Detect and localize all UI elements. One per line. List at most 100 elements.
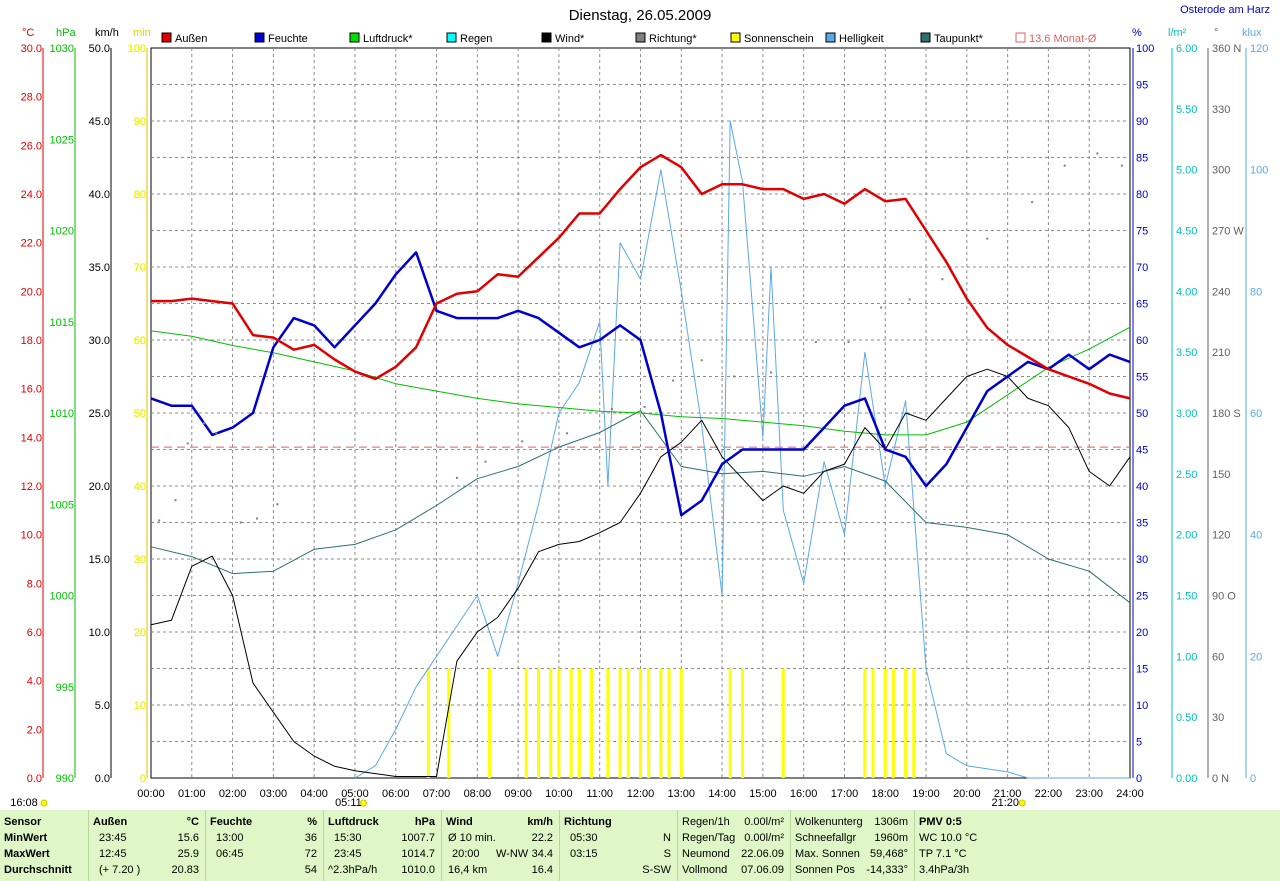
direction-point <box>700 359 703 362</box>
feuchte-max-value: 72 <box>304 848 317 860</box>
regen-tag-value: 0.00l/m² <box>744 832 784 844</box>
axis-unit-direction: ° <box>1214 27 1218 39</box>
legend-swatch-feuchte <box>254 32 265 43</box>
tick-label-pressure: 995 <box>56 682 74 694</box>
tick-label-rain: 6.00 <box>1176 43 1197 55</box>
tick-label-sun: 100 <box>128 43 146 55</box>
legend-label-monat: 13.6 Monat-Ø <box>1029 33 1097 45</box>
pressure-trend-3h: 3.4hPa/3h <box>919 864 970 876</box>
luftdruck-max-time: 23:45 <box>334 848 362 860</box>
x-tick-label: 08:00 <box>464 788 492 800</box>
tick-label-wind: 40.0 <box>89 189 110 201</box>
tick-label-humidity: 15 <box>1136 664 1148 676</box>
tick-label-humidity: 30 <box>1136 554 1148 566</box>
tick-label-direction: 210 <box>1212 347 1230 359</box>
max-sonnen-value: 59,468° <box>869 848 908 860</box>
tick-label-wind: 10.0 <box>89 627 110 639</box>
tick-label-wind: 15.0 <box>89 554 110 566</box>
tick-label-sun: 80 <box>134 189 146 201</box>
aussen-unit: °C <box>186 816 199 828</box>
luftdruck-trend: ^2.3hPa/h <box>328 864 378 876</box>
aussen-min-value: 15.6 <box>177 832 199 844</box>
tick-label-direction: 300 <box>1212 165 1230 177</box>
tick-label-rain: 4.50 <box>1176 226 1197 238</box>
regen-column: Regen/1h 0.00l/m² Regen/Tag 0.00l/m² Neumo… <box>678 810 791 881</box>
richtung-avg-value: S-SW <box>642 864 671 876</box>
pmv-value: PMV 0:5 <box>919 816 962 828</box>
wind-header: Wind <box>446 816 473 828</box>
tick-label-rain: 4.00 <box>1176 286 1197 298</box>
wind-avg-value: 16.4 <box>531 864 553 876</box>
wind-unit: km/h <box>527 816 553 828</box>
tick-label-direction: 270 W <box>1212 226 1244 238</box>
aussen-header: Außen <box>93 816 128 828</box>
tick-label-pressure: 1005 <box>50 499 74 511</box>
day-start-label: 16:08 <box>10 797 38 809</box>
tick-label-temp: 22.0 <box>21 238 42 250</box>
x-tick-label: 20:00 <box>953 788 981 800</box>
feuchte-max-time: 06:45 <box>216 848 244 860</box>
tick-label-direction: 90 O <box>1212 591 1236 603</box>
tick-label-humidity: 85 <box>1136 153 1148 165</box>
weather-chart: Dienstag, 26.05.2009 Außen Feuchte Luftdruc… <box>10 7 1268 809</box>
direction-point <box>215 432 218 435</box>
x-tick-label: 11:00 <box>586 788 613 800</box>
tick-label-temp: 12.0 <box>21 481 42 493</box>
direction-point <box>986 237 989 240</box>
richtung-max-time: 03:15 <box>570 848 598 860</box>
wind-distance: 16,4 km <box>448 864 488 876</box>
tick-label-humidity: 45 <box>1136 445 1148 457</box>
direction-point <box>484 460 487 463</box>
tick-label-light: 60 <box>1250 408 1262 420</box>
direction-point <box>186 442 189 445</box>
neumond-value: 22.06.09 <box>741 848 784 860</box>
x-tick-label: 14:00 <box>708 788 736 800</box>
legend-label-regen: Regen <box>460 33 492 45</box>
tick-label-light: 120 <box>1250 43 1268 55</box>
aussen-avg-note: (+ 7.20 ) <box>99 864 141 876</box>
richtung-header: Richtung <box>564 816 612 828</box>
sensor-header: Sensor <box>4 816 42 828</box>
legend-label-helligkeit: Helligkeit <box>839 33 884 45</box>
luftdruck-avg-value: 1010.0 <box>401 864 435 876</box>
wolkenuntergrenze-label: Wolkenunterg <box>795 816 863 828</box>
tick-label-humidity: 35 <box>1136 518 1148 530</box>
tick-label-humidity: 90 <box>1136 116 1148 128</box>
legend-swatch-monat <box>1015 32 1026 43</box>
tick-label-temp: 10.0 <box>21 530 42 542</box>
wind-max-direction: W-NW <box>496 848 529 860</box>
regen-tag-label: Regen/Tag <box>682 832 736 844</box>
tick-label-rain: 1.00 <box>1176 651 1197 663</box>
tick-label-pressure: 1010 <box>50 408 74 420</box>
tick-label-pressure: 1020 <box>50 226 74 238</box>
tick-label-pressure: 990 <box>56 773 74 785</box>
direction-point <box>880 306 883 309</box>
tick-label-temp: 30.0 <box>21 43 42 55</box>
tick-label-sun: 40 <box>134 481 146 493</box>
feuchte-column: Feuchte% 13:00 36 06:45 72 54 <box>206 810 324 881</box>
tick-label-temp: 0.0 <box>27 773 42 785</box>
tick-label-wind: 30.0 <box>89 335 110 347</box>
direction-point <box>566 432 569 435</box>
axis-unit-pressure: hPa <box>56 27 76 39</box>
durchschnitt-label: Durchschnitt <box>4 864 72 876</box>
tick-label-temp: 16.0 <box>21 384 42 396</box>
luftdruck-unit: hPa <box>414 816 435 828</box>
tick-label-wind: 0.0 <box>95 773 110 785</box>
feuchte-min-value: 36 <box>304 832 317 844</box>
windchill-value: WC 10.0 °C <box>919 832 978 844</box>
x-tick-label: 13:00 <box>668 788 696 800</box>
tick-label-humidity: 95 <box>1136 80 1148 92</box>
direction-point <box>203 422 206 425</box>
luftdruck-min-time: 15:30 <box>334 832 362 844</box>
series-line-feuchte <box>150 251 1131 517</box>
tick-label-direction: 150 <box>1212 469 1230 481</box>
direction-point <box>1120 164 1123 167</box>
x-tick-label: 21:00 <box>994 788 1022 800</box>
tick-label-humidity: 50 <box>1136 408 1148 420</box>
axis-unit-sun: min <box>133 27 151 39</box>
tick-label-rain: 2.00 <box>1176 530 1197 542</box>
tick-label-humidity: 25 <box>1136 591 1148 603</box>
vollmond-value: 07.06.09 <box>741 864 784 876</box>
tick-label-temp: 18.0 <box>21 335 42 347</box>
